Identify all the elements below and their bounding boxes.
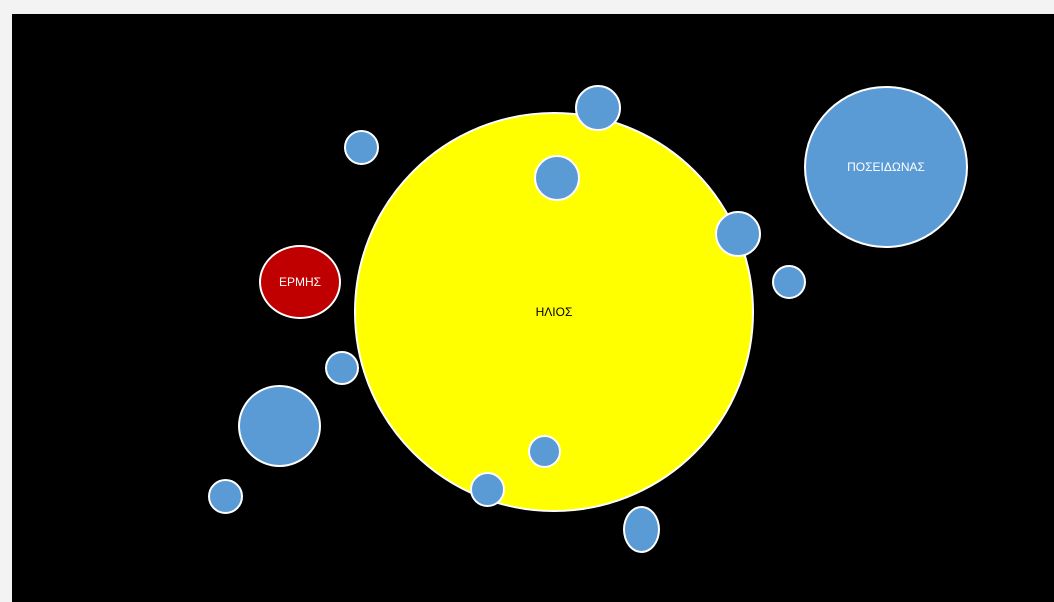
small-circle-inside-sun-top[interactable] bbox=[534, 155, 580, 201]
small-circle-sun-edge-right[interactable] bbox=[715, 211, 761, 257]
small-circle-top-center[interactable] bbox=[575, 85, 621, 131]
large-circle-left[interactable] bbox=[238, 385, 321, 467]
slide-canvas[interactable]: ΗΛΙΟΣ ΕΡΜΗΣ ΠΟΣΕΙΔΩΝΑΣ bbox=[12, 14, 1054, 602]
small-circle-right[interactable] bbox=[772, 265, 806, 299]
sun-label: ΗΛΙΟΣ bbox=[535, 305, 573, 319]
neptune-circle[interactable]: ΠΟΣΕΙΔΩΝΑΣ bbox=[804, 86, 968, 248]
mercury-circle[interactable]: ΕΡΜΗΣ bbox=[259, 245, 341, 319]
mercury-label: ΕΡΜΗΣ bbox=[278, 275, 322, 289]
small-oval-bottom[interactable] bbox=[623, 506, 660, 553]
neptune-label: ΠΟΣΕΙΔΩΝΑΣ bbox=[847, 160, 925, 174]
small-circle-left-middle[interactable] bbox=[325, 351, 359, 385]
small-circle-top-left[interactable] bbox=[344, 130, 379, 165]
small-circle-bottom-left[interactable] bbox=[208, 479, 243, 514]
small-circle-inside-sun-bottom[interactable] bbox=[528, 435, 561, 468]
small-circle-sun-edge-bottom[interactable] bbox=[470, 472, 505, 507]
